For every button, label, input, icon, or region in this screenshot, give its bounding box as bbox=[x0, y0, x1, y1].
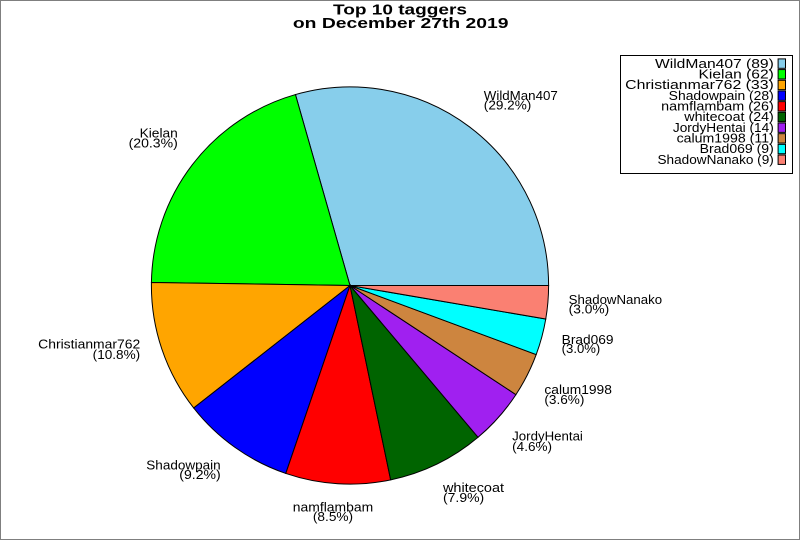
svg-text:namflambam (26): namflambam (26) bbox=[661, 99, 774, 114]
svg-text:ShadowNanako (9): ShadowNanako (9) bbox=[658, 152, 774, 167]
svg-text:(10.8%): (10.8%) bbox=[93, 347, 141, 362]
svg-text:calum1998 (11): calum1998 (11) bbox=[677, 131, 774, 146]
svg-text:whitecoat (24): whitecoat (24) bbox=[683, 109, 774, 124]
svg-text:Christianmar762 (33): Christianmar762 (33) bbox=[625, 77, 774, 92]
svg-text:JordyHentai (14): JordyHentai (14) bbox=[673, 120, 774, 135]
svg-text:(3.6%): (3.6%) bbox=[544, 392, 584, 407]
svg-text:(9.2%): (9.2%) bbox=[179, 467, 220, 482]
svg-text:namflambam: namflambam bbox=[293, 499, 373, 514]
svg-text:Brad069 (9): Brad069 (9) bbox=[700, 141, 774, 156]
svg-text:(3.0%): (3.0%) bbox=[569, 302, 610, 317]
svg-text:Shadowpain (28): Shadowpain (28) bbox=[669, 88, 774, 103]
svg-text:Christianmar762: Christianmar762 bbox=[38, 337, 140, 352]
svg-text:calum1998: calum1998 bbox=[544, 382, 612, 397]
svg-text:(29.2%): (29.2%) bbox=[484, 98, 532, 113]
svg-text:WildMan407 (89): WildMan407 (89) bbox=[655, 56, 774, 71]
svg-text:Shadowpain: Shadowpain bbox=[146, 457, 220, 472]
svg-text:WildMan407: WildMan407 bbox=[484, 88, 558, 103]
svg-text:(7.9%): (7.9%) bbox=[443, 490, 484, 505]
svg-text:(20.3%): (20.3%) bbox=[129, 136, 178, 151]
svg-text:(4.6%): (4.6%) bbox=[512, 439, 552, 454]
svg-text:whitecoat: whitecoat bbox=[442, 480, 505, 495]
svg-text:(8.5%): (8.5%) bbox=[313, 509, 353, 524]
svg-text:Top 10 taggers: Top 10 taggers bbox=[333, 1, 467, 18]
svg-text:Kielan (62): Kielan (62) bbox=[699, 66, 774, 81]
svg-text:ShadowNanako: ShadowNanako bbox=[569, 292, 662, 307]
svg-text:Brad069: Brad069 bbox=[562, 332, 614, 347]
svg-text:on December 27th 2019: on December 27th 2019 bbox=[293, 15, 509, 32]
svg-text:(3.0%): (3.0%) bbox=[562, 341, 601, 356]
svg-text:JordyHentai: JordyHentai bbox=[512, 429, 583, 444]
svg-text:Kielan: Kielan bbox=[140, 126, 178, 141]
